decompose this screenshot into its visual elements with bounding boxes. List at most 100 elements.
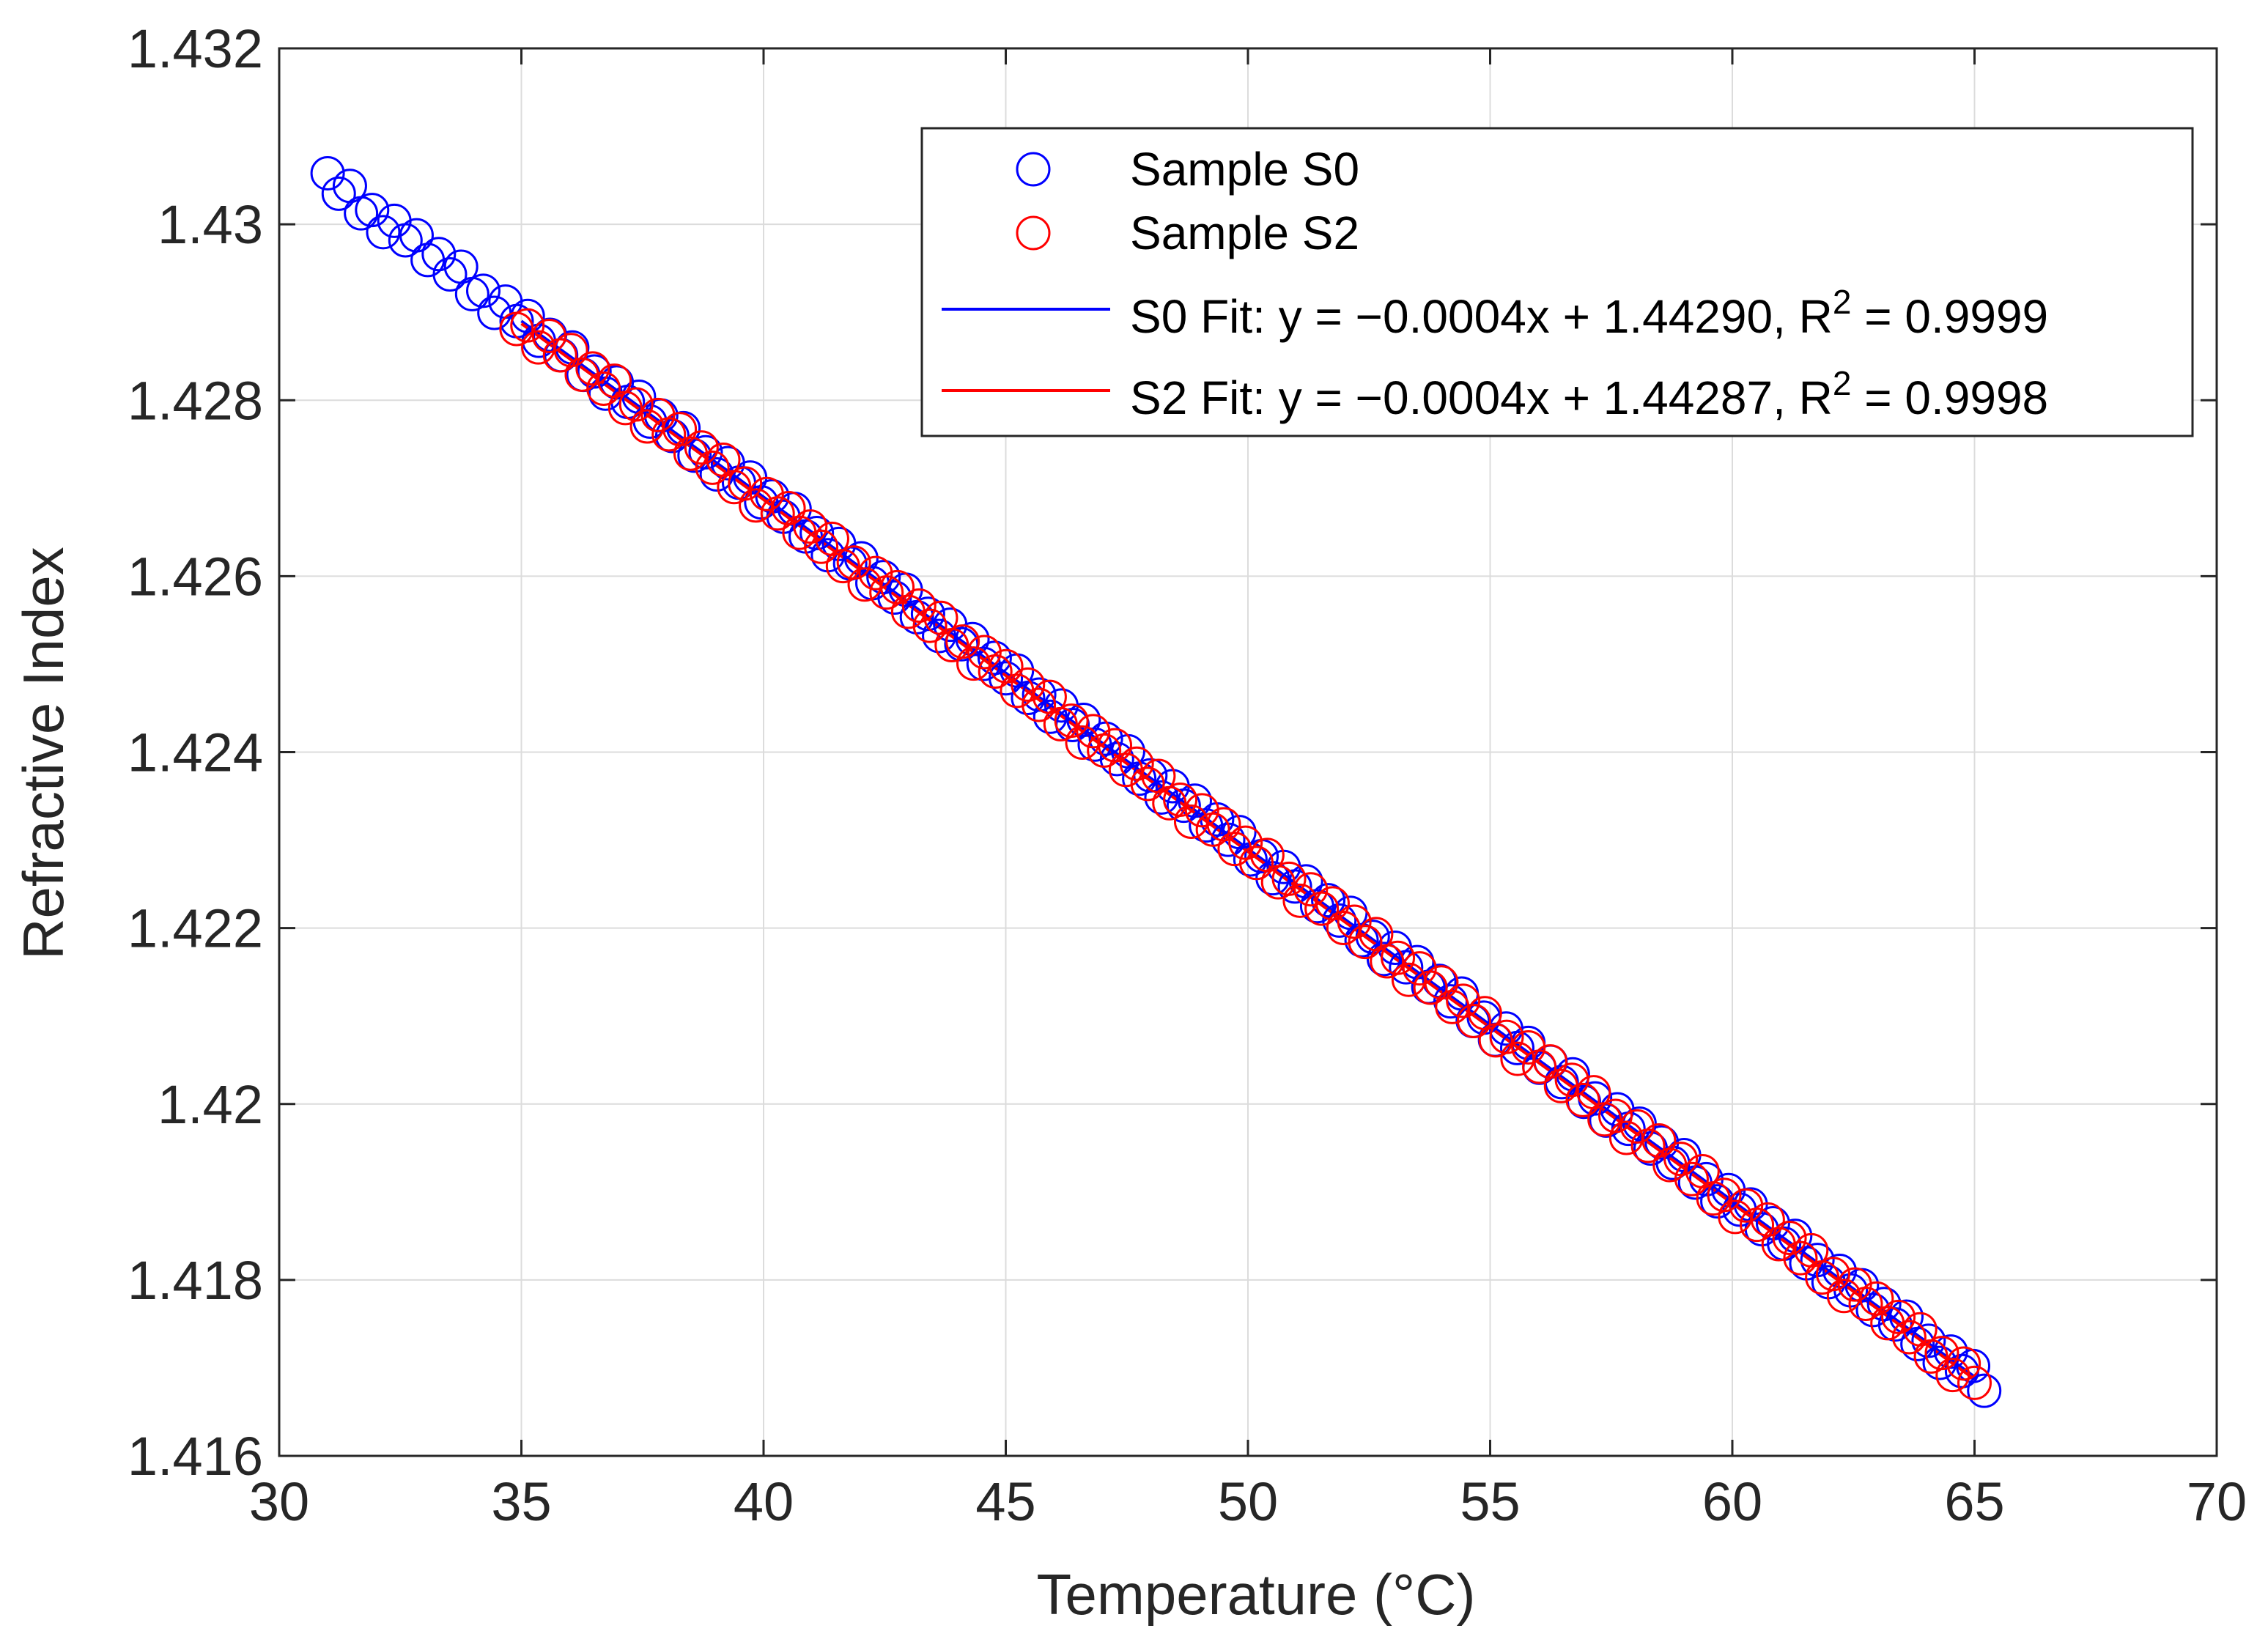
- data-point: [510, 298, 545, 333]
- data-point: [1598, 1098, 1633, 1133]
- y-tick-label: 1.426: [128, 546, 263, 607]
- data-point: [1054, 703, 1089, 739]
- data-point: [1366, 942, 1401, 977]
- x-tick-label: 70: [2187, 1471, 2247, 1532]
- data-point: [1663, 1142, 1699, 1177]
- data-point: [1011, 667, 1046, 702]
- data-point: [1022, 687, 1057, 722]
- data-point: [1130, 766, 1165, 802]
- x-tick-label: 60: [1702, 1471, 1762, 1532]
- y-tick-label: 1.424: [128, 722, 263, 783]
- data-point: [454, 276, 490, 311]
- data-point: [843, 541, 879, 576]
- data-point: [793, 509, 828, 544]
- ticks: [278, 47, 2218, 1457]
- data-point: [432, 257, 468, 292]
- data-point: [945, 624, 980, 659]
- data-point: [1750, 1202, 1785, 1237]
- data-point: [1322, 903, 1357, 938]
- y-tick-label: 1.42: [158, 1074, 263, 1135]
- data-point: [586, 371, 621, 406]
- data-point: [1033, 699, 1068, 734]
- data-point: [1532, 1044, 1567, 1079]
- data-point: [1911, 1323, 1946, 1358]
- x-tick-label: 65: [1944, 1471, 2004, 1532]
- data-point: [989, 661, 1024, 696]
- x-tick-labels: 30 35 40 45 50 55 60 65 70: [249, 1471, 2247, 1532]
- data-point: [1022, 677, 1057, 712]
- data-point: [1456, 1004, 1491, 1039]
- data-point: [575, 351, 610, 386]
- x-tick-label: 45: [975, 1471, 1035, 1532]
- data-point: [910, 596, 945, 632]
- y-tick-label: 1.422: [128, 898, 263, 959]
- data-point: [804, 529, 839, 564]
- data-point: [466, 273, 501, 308]
- data-point: [1641, 1123, 1677, 1158]
- legend-marker: [1016, 215, 1051, 251]
- data-point: [989, 648, 1024, 684]
- data-point: [355, 193, 390, 228]
- data-point: [880, 569, 915, 604]
- data-point: [1315, 886, 1350, 921]
- data-points: [310, 155, 2002, 1408]
- x-tick-label: 50: [1218, 1471, 1278, 1532]
- data-point: [1098, 728, 1133, 763]
- data-point: [922, 618, 957, 654]
- data-point: [1674, 1161, 1709, 1197]
- data-point: [310, 155, 345, 191]
- data-point: [410, 243, 446, 278]
- data-point: [1239, 846, 1274, 881]
- data-point: [1881, 1299, 1916, 1334]
- x-axis-label: Temperature (°C): [1036, 1562, 1475, 1627]
- x-tick-label: 40: [734, 1471, 794, 1532]
- y-tick-label: 1.428: [128, 370, 263, 431]
- legend-label: S0 Fit: y = −0.0004x + 1.44290, R2 = 0.9…: [1130, 283, 2048, 343]
- data-point: [912, 608, 948, 643]
- legend: Sample S0 Sample S2 S0 Fit: y = −0.0004x +…: [920, 127, 2194, 437]
- data-point: [1066, 702, 1101, 737]
- data-point: [553, 333, 588, 368]
- data-point: [1554, 1062, 1589, 1098]
- data-point: [1772, 1221, 1807, 1256]
- data-point: [901, 588, 937, 624]
- y-tick-label: 1.432: [128, 18, 263, 79]
- x-tick-label: 30: [249, 1471, 309, 1532]
- data-point: [1119, 746, 1154, 781]
- data-point: [1707, 1177, 1742, 1213]
- data-point: [321, 176, 356, 211]
- legend-label: Sample S0: [1130, 143, 1359, 196]
- legend-box: [920, 127, 2194, 437]
- data-point: [1271, 861, 1307, 896]
- data-point: [1337, 904, 1372, 939]
- data-point: [662, 412, 698, 447]
- data-point: [1565, 1082, 1600, 1117]
- data-point: [1967, 1373, 2002, 1408]
- data-point: [684, 430, 719, 465]
- y-tick-label: 1.418: [128, 1250, 263, 1311]
- data-point: [1381, 940, 1416, 975]
- data-point: [1446, 983, 1481, 1018]
- y-tick-label: 1.416: [128, 1426, 263, 1487]
- data-point: [1163, 782, 1198, 817]
- data-point: [1144, 780, 1179, 815]
- data-point: [1957, 1365, 1992, 1400]
- data-point: [1783, 1240, 1818, 1276]
- data-point: [1288, 864, 1323, 899]
- data-point: [1815, 1257, 1850, 1292]
- data-point: [577, 354, 612, 389]
- data-point: [1489, 1019, 1524, 1054]
- data-point: [688, 434, 723, 470]
- data-point: [1178, 783, 1213, 818]
- x-tick-label: 55: [1460, 1471, 1520, 1532]
- data-point: [771, 490, 806, 525]
- x-tick-label: 35: [491, 1471, 551, 1532]
- y-tick-labels: 1.416 1.418 1.42 1.422 1.424 1.426 1.428 1.43 1.…: [128, 18, 263, 1487]
- data-point: [799, 516, 835, 551]
- data-point: [1311, 883, 1346, 918]
- data-point: [366, 215, 401, 250]
- legend-label: S2 Fit: y = −0.0004x + 1.44287, R2 = 0.9…: [1130, 364, 2048, 424]
- y-axis-label: Refractive Index: [11, 547, 75, 960]
- data-point: [1859, 1281, 1894, 1316]
